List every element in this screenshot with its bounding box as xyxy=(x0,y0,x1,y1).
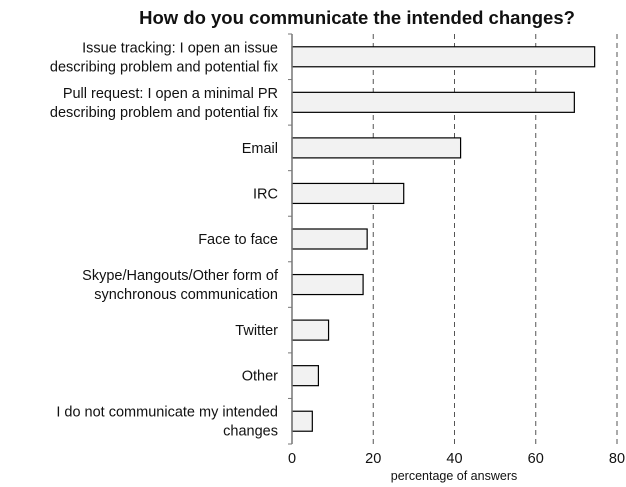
bar xyxy=(291,365,320,387)
bar xyxy=(291,319,330,341)
bars xyxy=(291,46,596,432)
x-tick-labels: 0 20 40 60 80 xyxy=(288,451,625,467)
category-label: Email xyxy=(242,141,278,157)
category-label: Pull request: I open a minimal PR xyxy=(63,86,278,102)
category-label: synchronous communication xyxy=(94,287,278,303)
x-tick-label: 20 xyxy=(365,451,381,467)
axes xyxy=(288,33,293,445)
category-label: Skype/Hangouts/Other form of xyxy=(82,268,279,284)
category-label: I do not communicate my intended xyxy=(56,405,278,421)
bar xyxy=(291,46,596,68)
x-tick-label: 0 xyxy=(288,451,296,467)
x-tick-label: 40 xyxy=(446,451,462,467)
chart-title: How do you communicate the intended chan… xyxy=(139,7,575,28)
category-label: Issue tracking: I open an issue xyxy=(82,40,278,56)
category-label: changes xyxy=(223,424,278,440)
category-labels: Issue tracking: I open an issue describin… xyxy=(50,40,279,439)
category-label: describing problem and potential fix xyxy=(50,105,279,121)
bar xyxy=(291,182,405,205)
category-label: Twitter xyxy=(235,323,278,339)
category-label: describing problem and potential fix xyxy=(50,59,279,75)
bar xyxy=(291,228,368,250)
category-label: Face to face xyxy=(198,232,278,248)
x-axis-title: percentage of answers xyxy=(391,469,517,483)
category-label: Other xyxy=(242,369,278,385)
x-tick-label: 80 xyxy=(609,451,625,467)
bar xyxy=(291,410,313,432)
bar xyxy=(291,273,364,296)
bar xyxy=(291,91,575,113)
bar xyxy=(291,137,462,159)
x-tick-label: 60 xyxy=(528,451,544,467)
category-label: IRC xyxy=(253,186,278,202)
